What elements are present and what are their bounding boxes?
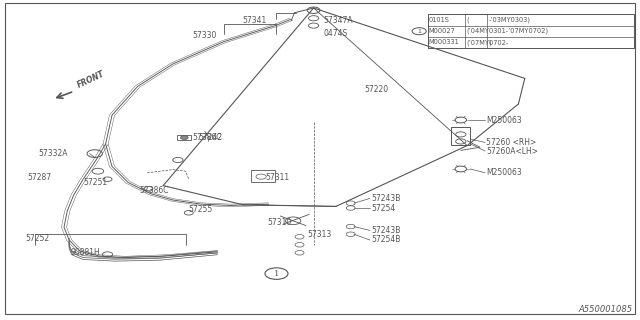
Text: 57255: 57255	[189, 205, 213, 214]
Text: (’07MY0702-: (’07MY0702-	[466, 39, 508, 46]
Text: (’04MY0301-’07MY0702): (’04MY0301-’07MY0702)	[466, 28, 548, 35]
Text: 57243B: 57243B	[371, 194, 401, 203]
Text: 1: 1	[417, 29, 421, 34]
Text: 57260 <RH>: 57260 <RH>	[486, 138, 537, 147]
Text: 57313: 57313	[307, 230, 332, 239]
Text: ): )	[488, 39, 491, 46]
Text: M000331: M000331	[429, 39, 460, 45]
Text: 57287: 57287	[27, 173, 51, 182]
Text: 57243B: 57243B	[371, 226, 401, 235]
Text: 90881H: 90881H	[70, 248, 100, 257]
Text: M250063: M250063	[486, 168, 522, 177]
Text: 57242: 57242	[198, 133, 223, 142]
Text: (: (	[466, 17, 468, 23]
Text: 57330: 57330	[192, 31, 216, 40]
Bar	[177, 135, 191, 140]
Text: M250063: M250063	[486, 116, 522, 124]
Text: 57386C: 57386C	[140, 186, 169, 195]
Text: 57220: 57220	[365, 85, 389, 94]
Text: 57254: 57254	[371, 204, 396, 212]
Text: M00027: M00027	[429, 28, 456, 34]
Text: 57310: 57310	[268, 218, 292, 227]
Bar	[451, 127, 470, 145]
Bar	[251, 170, 275, 182]
Text: 57254B: 57254B	[371, 236, 401, 244]
Text: FRONT: FRONT	[76, 70, 106, 90]
Text: 57311: 57311	[266, 173, 290, 182]
Text: 57341: 57341	[242, 16, 266, 25]
Text: 57386C: 57386C	[192, 133, 221, 142]
Text: 57251: 57251	[83, 178, 108, 187]
Text: 0101S: 0101S	[429, 17, 450, 23]
Text: 57332A: 57332A	[38, 149, 68, 158]
Text: 1: 1	[274, 269, 279, 278]
Bar	[428, 14, 634, 48]
Text: 57252: 57252	[26, 234, 50, 243]
Text: A550001085: A550001085	[578, 305, 632, 314]
Text: -’03MY0303): -’03MY0303)	[488, 17, 531, 23]
Circle shape	[180, 136, 188, 140]
Text: 57260A<LH>: 57260A<LH>	[486, 147, 538, 156]
Text: 57347A: 57347A	[323, 16, 353, 25]
Text: 0474S: 0474S	[323, 29, 348, 38]
